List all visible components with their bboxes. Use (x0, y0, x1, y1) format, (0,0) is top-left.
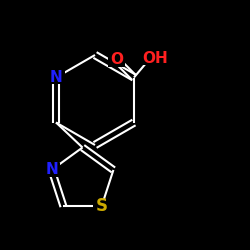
Bar (48, 70, 64, 85)
Bar (140, 52, 170, 65)
Text: S: S (96, 197, 108, 215)
Bar (43, 163, 60, 177)
Bar (108, 53, 125, 67)
Text: N: N (50, 70, 62, 85)
Text: OH: OH (142, 51, 168, 66)
Text: O: O (110, 52, 123, 67)
Text: N: N (45, 162, 58, 178)
Bar (93, 200, 110, 213)
